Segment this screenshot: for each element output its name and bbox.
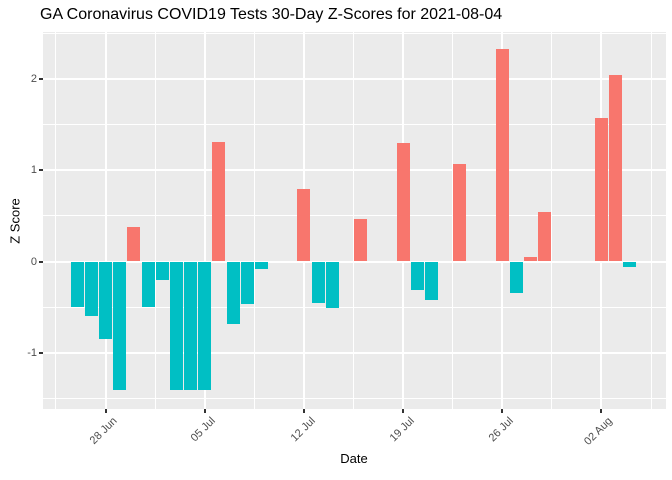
bar <box>325 261 339 308</box>
bar <box>311 261 325 303</box>
y-tick-mark <box>39 169 43 172</box>
x-tick-label: 12 Jul <box>288 415 318 445</box>
grid-minor-h <box>43 397 666 399</box>
bar <box>424 261 438 300</box>
y-tick-mark <box>39 260 43 263</box>
bar <box>396 142 410 262</box>
grid-minor-v <box>452 32 454 409</box>
x-tick-mark <box>600 409 603 413</box>
x-tick-label: 19 Jul <box>387 415 417 445</box>
bar <box>141 261 155 308</box>
grid-minor-v <box>353 32 354 409</box>
grid-minor-h <box>43 306 666 308</box>
bar <box>594 118 608 262</box>
x-tick-mark <box>501 409 504 413</box>
grid-major-h <box>43 169 666 172</box>
x-axis-title: Date <box>340 451 368 466</box>
grid-major-h <box>43 351 666 354</box>
x-tick-mark <box>104 409 107 413</box>
y-tick-label: 1 <box>30 164 37 177</box>
bar <box>495 49 509 262</box>
y-tick-label: -1 <box>27 346 37 359</box>
bar <box>453 163 467 262</box>
y-tick-mark <box>39 351 43 354</box>
bar <box>212 142 226 262</box>
bar <box>198 261 212 391</box>
grid-minor-v <box>253 32 255 409</box>
bar <box>354 218 368 262</box>
bar <box>70 261 84 308</box>
bar <box>226 261 240 324</box>
bar <box>169 261 183 391</box>
grid-minor-h <box>43 33 666 34</box>
y-axis-title: Z Score <box>7 198 23 244</box>
bar <box>99 261 113 340</box>
grid-minor-v <box>154 32 156 409</box>
bar <box>254 261 268 269</box>
x-tick-label: 28 Jun <box>87 415 120 447</box>
grid-minor-h <box>43 124 666 126</box>
bar <box>524 256 538 262</box>
bar <box>184 261 198 391</box>
bar <box>410 261 424 290</box>
y-tick-label: 0 <box>30 255 37 268</box>
grid-major-v <box>104 32 107 409</box>
bar <box>113 261 127 391</box>
y-tick-label: 2 <box>30 73 37 86</box>
bar <box>84 261 98 317</box>
bar <box>623 261 637 267</box>
grid-major-h <box>43 260 666 263</box>
x-tick-mark <box>203 409 206 413</box>
grid-minor-v <box>55 32 57 409</box>
plot-panel <box>43 32 666 409</box>
bar <box>297 189 311 262</box>
x-tick-mark <box>402 409 405 413</box>
y-tick-mark <box>39 78 43 81</box>
x-tick-label: 26 Jul <box>486 415 516 445</box>
bar <box>240 261 254 305</box>
bar <box>538 212 552 262</box>
bar <box>127 226 141 262</box>
x-tick-label: 05 Jul <box>188 415 219 445</box>
x-tick-mark <box>302 409 305 413</box>
bar <box>609 74 623 262</box>
grid-major-v <box>203 32 206 409</box>
chart-title: GA Coronavirus COVID19 Tests 30-Day Z-Sc… <box>40 6 503 23</box>
grid-major-h <box>43 78 666 81</box>
grid-minor-v <box>650 32 652 409</box>
bar <box>509 261 523 293</box>
x-tick-label: 02 Aug <box>582 415 615 448</box>
bar <box>155 261 169 280</box>
grid-minor-v <box>551 32 553 409</box>
grid-minor-h <box>43 215 666 217</box>
